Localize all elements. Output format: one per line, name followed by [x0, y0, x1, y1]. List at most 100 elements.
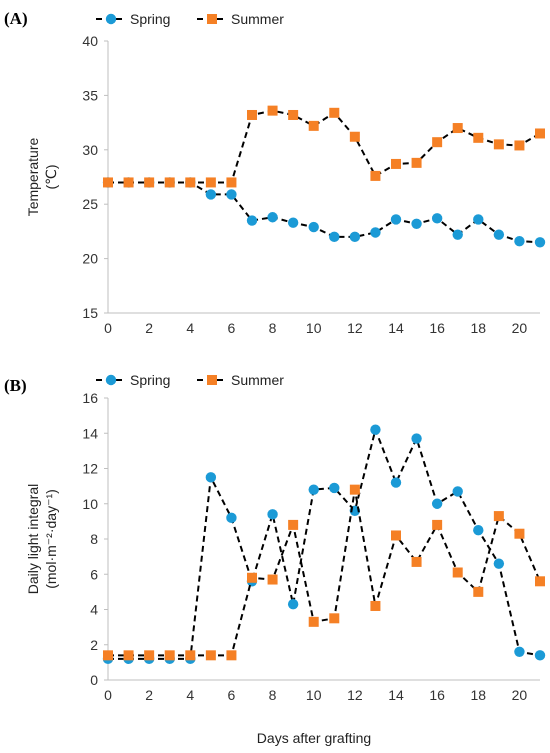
x-tick-label: 10	[306, 687, 322, 703]
data-point-spring	[534, 650, 546, 661]
data-point-summer	[452, 123, 463, 134]
x-tick-label: 20	[512, 687, 528, 703]
y-axis-unit: (mol·m⁻²·day⁻¹)	[43, 489, 59, 589]
data-point-spring	[329, 482, 340, 494]
data-point-summer	[329, 613, 340, 624]
y-tick-label: 10	[82, 496, 98, 512]
y-axis-title: Daily light integral	[25, 484, 41, 595]
legend-marker-spring	[105, 374, 117, 386]
legend-label-summer: Summer	[231, 11, 284, 27]
data-point-spring	[390, 214, 402, 225]
data-point-summer	[288, 109, 299, 120]
data-point-summer	[185, 650, 196, 661]
data-point-spring	[246, 215, 258, 226]
data-point-spring	[493, 229, 505, 240]
data-point-spring	[205, 189, 217, 200]
data-point-summer	[308, 120, 319, 131]
data-point-summer	[164, 650, 175, 661]
data-point-spring	[473, 524, 484, 536]
data-point-summer	[432, 519, 443, 530]
data-point-summer	[103, 177, 113, 188]
y-tick-label: 40	[82, 33, 98, 49]
data-point-summer	[144, 177, 155, 188]
data-point-spring	[514, 235, 525, 247]
data-point-spring	[349, 231, 361, 243]
data-point-summer	[144, 650, 155, 661]
data-point-summer	[247, 109, 257, 120]
panel-b-label: (B)	[4, 376, 27, 395]
y-tick-label: 2	[90, 637, 98, 653]
legend-marker-summer	[207, 14, 217, 24]
y-tick-label: 0	[90, 672, 98, 688]
data-point-summer	[370, 600, 381, 611]
data-point-summer	[123, 650, 134, 661]
chart-daily-light-integral: 0 2 4 6 8 10 12 14 16 0 2 4 6 8 10 12 14 16 18 20 Daily ligh…	[25, 372, 546, 746]
data-point-summer	[205, 177, 216, 188]
legend: Spring Summer	[96, 372, 284, 388]
data-point-spring	[411, 218, 422, 229]
data-point-spring	[431, 213, 443, 224]
data-point-summer	[391, 530, 401, 541]
data-point-spring	[452, 229, 463, 240]
y-tick-label: 16	[82, 390, 98, 406]
y-tick-label: 4	[90, 602, 98, 618]
data-point-summer	[288, 519, 299, 530]
data-point-summer	[411, 556, 422, 567]
data-point-summer	[391, 158, 401, 169]
x-tick-label: 16	[429, 687, 445, 703]
chart-temperature: 15 20 25 30 35 40 0 2 4 6 8 10 12 14 16 18 20 Temperature…	[25, 11, 546, 336]
y-tick-label: 12	[82, 461, 98, 477]
data-point-summer	[349, 484, 360, 495]
data-point-summer	[164, 177, 175, 188]
data-point-summer	[493, 511, 504, 522]
data-point-spring	[226, 512, 237, 524]
x-tick-label: 2	[145, 320, 153, 336]
data-point-summer	[349, 131, 360, 142]
data-point-spring	[267, 509, 278, 520]
data-point-spring	[226, 189, 237, 200]
data-point-summer	[514, 140, 525, 151]
data-point-spring	[370, 424, 381, 435]
data-point-summer	[452, 567, 463, 578]
data-point-spring	[329, 231, 340, 243]
x-tick-label: 8	[269, 320, 277, 336]
x-tick-label: 18	[470, 687, 486, 703]
x-tick-label: 6	[228, 320, 236, 336]
data-point-spring	[514, 646, 525, 657]
x-tick-label: 14	[388, 687, 404, 703]
data-point-summer	[473, 132, 484, 143]
y-tick-label: 6	[90, 566, 98, 582]
data-point-summer	[247, 572, 257, 583]
y-tick-label: 25	[82, 196, 98, 212]
series-line-summer	[108, 109, 541, 184]
x-tick-label: 10	[306, 320, 322, 336]
data-point-spring	[390, 477, 402, 488]
series-line-summer	[108, 489, 541, 657]
data-point-summer	[226, 650, 237, 661]
y-tick-label: 8	[90, 531, 98, 547]
x-tick-label: 20	[512, 320, 528, 336]
x-axis-title: Days after grafting	[257, 730, 371, 746]
data-point-spring	[308, 221, 319, 233]
data-point-summer	[411, 157, 422, 168]
data-point-spring	[452, 486, 463, 497]
y-tick-label: 20	[82, 251, 98, 267]
y-axis-title: Temperature	[25, 137, 41, 216]
legend-marker-summer	[207, 375, 217, 385]
x-tick-label: 4	[186, 687, 194, 703]
data-point-summer	[493, 139, 504, 150]
data-point-summer	[329, 107, 340, 118]
data-point-spring	[287, 599, 299, 610]
legend-marker-spring	[105, 13, 117, 25]
data-point-summer	[267, 574, 278, 585]
data-point-summer	[432, 137, 443, 148]
legend-label-spring: Spring	[130, 11, 170, 27]
x-tick-label: 14	[388, 320, 404, 336]
y-axis-unit: (℃)	[43, 164, 59, 189]
data-point-summer	[123, 177, 134, 188]
data-point-summer	[205, 650, 216, 661]
y-tick-label: 30	[82, 142, 98, 158]
x-tick-label: 18	[470, 320, 486, 336]
data-point-spring	[287, 217, 299, 228]
